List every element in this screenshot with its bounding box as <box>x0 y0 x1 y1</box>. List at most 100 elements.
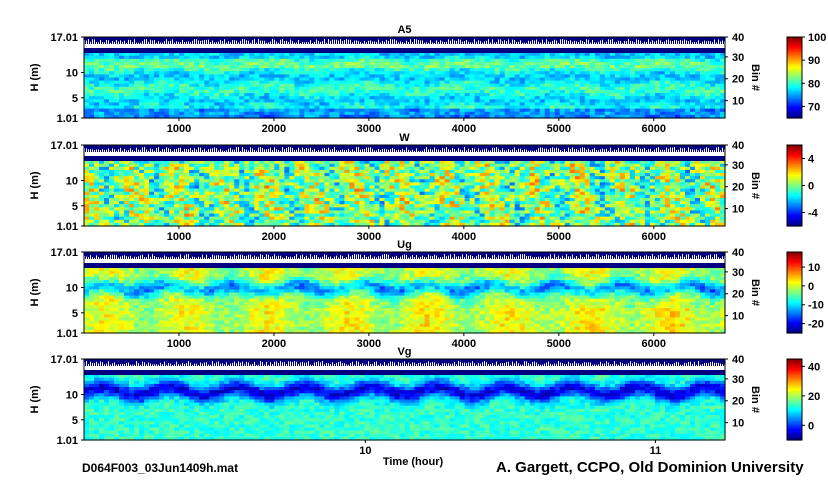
heat-cell <box>554 111 561 116</box>
heat-cell <box>209 89 215 94</box>
heat-cell <box>484 58 491 63</box>
heat-cell <box>694 96 701 100</box>
heat-cell <box>244 58 250 63</box>
heat-cell <box>484 52 491 57</box>
heat-cell <box>414 74 421 79</box>
heat-cell <box>694 89 701 94</box>
heat-cell <box>499 74 506 79</box>
heat-cell <box>629 160 636 165</box>
heat-cell <box>499 105 506 110</box>
spike <box>554 39 555 44</box>
heat-cell <box>199 74 205 79</box>
heat-cell <box>299 105 305 110</box>
heat-cell <box>509 93 516 97</box>
heat-cell <box>299 108 305 113</box>
heat-cell <box>284 89 290 94</box>
heat-cell <box>604 160 611 165</box>
heat-cell <box>384 65 391 69</box>
heat-cell <box>359 111 366 116</box>
heat-cell <box>309 61 315 66</box>
colorbar-step <box>787 49 802 52</box>
heat-cell <box>139 96 145 100</box>
heat-cell <box>274 68 280 72</box>
heat-cell <box>259 58 265 63</box>
heat-cell <box>719 169 726 174</box>
spike <box>494 42 495 44</box>
heat-cell <box>699 68 706 72</box>
heat-cell <box>339 65 346 69</box>
heat-cell <box>589 68 596 72</box>
heat-cell <box>449 52 456 57</box>
colorbar-step <box>787 41 802 43</box>
heat-cell <box>489 108 496 113</box>
heat-cell <box>684 58 691 63</box>
spike <box>630 40 631 44</box>
heat-cell <box>394 96 401 100</box>
heat-cell <box>639 77 646 82</box>
heat-cell <box>379 96 386 100</box>
heat-cell <box>369 105 376 110</box>
heat-cell <box>234 160 240 165</box>
heat-cell <box>84 58 90 63</box>
heat-cell <box>279 93 285 97</box>
spike <box>468 41 469 44</box>
heat-cell <box>369 86 376 91</box>
heat-cell <box>274 111 280 116</box>
heat-cell <box>279 65 285 69</box>
heat-cell <box>269 86 275 91</box>
colorbar-tick-label: 70 <box>808 101 820 113</box>
heat-cell <box>514 96 521 100</box>
heat-cell <box>414 169 421 174</box>
heat-cell <box>204 71 210 75</box>
spike <box>618 40 619 44</box>
heat-cell <box>99 166 105 171</box>
heat-cell <box>229 173 235 177</box>
colorbar-step <box>787 43 802 46</box>
spike <box>334 39 335 44</box>
heat-cell <box>214 114 220 119</box>
right-axis-label: Bin # <box>749 64 761 91</box>
heat-cell <box>274 166 280 171</box>
heat-cell <box>144 65 150 69</box>
heat-cell <box>564 58 571 63</box>
heat-cell <box>444 83 451 88</box>
colorbar-step <box>787 89 802 92</box>
heat-cell <box>459 105 466 110</box>
heat-cell <box>554 108 561 113</box>
heat-cell <box>369 89 376 94</box>
heat-cell <box>434 83 441 88</box>
heat-cell <box>269 74 275 79</box>
heat-cell <box>519 114 526 119</box>
heat-cell <box>659 71 666 75</box>
heat-cell <box>539 99 546 104</box>
heat-cell <box>584 114 591 119</box>
heat-cell <box>469 173 476 177</box>
heat-cell <box>174 80 180 85</box>
spike <box>266 42 267 44</box>
heat-cell <box>224 89 230 94</box>
heat-cell <box>294 61 300 66</box>
heat-cell <box>489 55 496 60</box>
heat-cell <box>329 58 335 63</box>
heat-cell <box>549 55 556 60</box>
heat-cell <box>584 166 591 171</box>
heat-cell <box>504 77 511 82</box>
heat-cell <box>479 58 486 63</box>
heat-cell <box>604 74 611 79</box>
heat-cell <box>639 86 646 91</box>
heat-cell <box>289 93 295 97</box>
heat-cell <box>109 160 115 165</box>
heat-cell <box>624 77 631 82</box>
heat-cell <box>444 65 451 69</box>
heat-cell <box>424 55 431 60</box>
spike <box>314 41 315 44</box>
heat-cell <box>154 99 160 104</box>
heat-cell <box>99 163 105 168</box>
heat-cell <box>709 96 716 100</box>
heat-cell <box>164 65 170 69</box>
heat-cell <box>309 163 315 168</box>
heat-cell <box>259 108 265 113</box>
heat-cell <box>679 111 686 116</box>
heat-cell <box>639 96 646 100</box>
heat-cell <box>99 93 105 97</box>
